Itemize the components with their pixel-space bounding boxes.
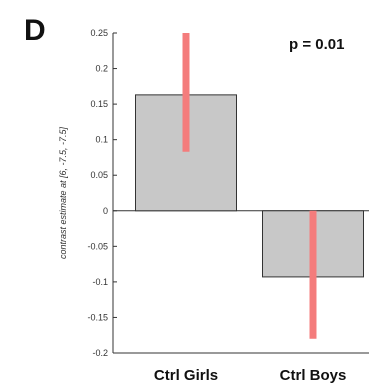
y-tick-label: 0.1	[95, 135, 108, 145]
y-tick-label: -0.1	[92, 277, 108, 287]
y-axis-label: contrast estimate at [6, -7.5, -7.5]	[58, 126, 68, 259]
y-tick-label: 0.05	[90, 170, 108, 180]
category-label-0: Ctrl Girls	[154, 367, 218, 384]
y-tick-label: -0.15	[87, 312, 108, 322]
y-tick-label: 0.25	[90, 28, 108, 38]
y-tick-label: -0.05	[87, 241, 108, 251]
panel-letter: D	[24, 14, 46, 47]
y-tick-label: 0.2	[95, 64, 108, 74]
error-bars	[182, 33, 317, 339]
y-tick-label: 0.15	[90, 99, 108, 109]
bars	[135, 94, 364, 278]
category-labels: Ctrl Girls Ctrl Boys	[154, 367, 346, 384]
category-label-1: Ctrl Boys	[280, 367, 347, 384]
y-tick-label: 0	[103, 206, 108, 216]
y-tick-label: -0.2	[92, 348, 108, 358]
p-value-annotation: p = 0.01	[289, 36, 344, 53]
